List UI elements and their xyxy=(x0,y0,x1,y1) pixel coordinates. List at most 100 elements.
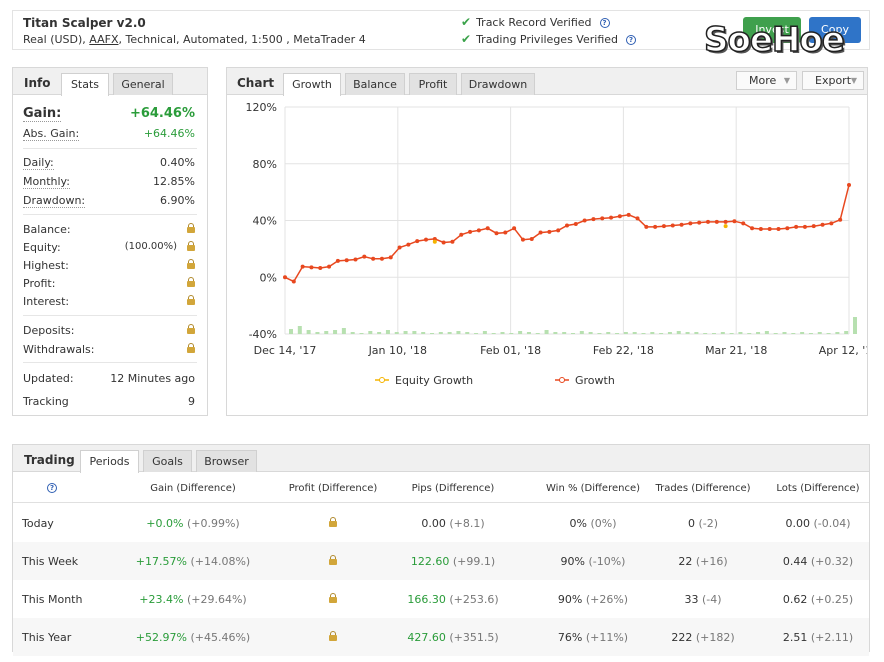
more-dropdown[interactable]: More ▼ xyxy=(736,71,797,90)
cell-win: 90% (-10%) xyxy=(523,555,663,568)
growth-point xyxy=(547,229,552,234)
gain-value: +17.57% xyxy=(135,555,187,568)
table-row: This Week +17.57% (+14.08%) 122.60 (+99.1)… xyxy=(13,542,869,580)
volume-bar xyxy=(764,331,769,334)
growth-point xyxy=(415,239,420,244)
volume-bar xyxy=(377,332,382,334)
volume-bar xyxy=(359,333,364,334)
volume-bar xyxy=(465,332,470,334)
system-subtitle: Real (USD), AAFX, Technical, Automated, … xyxy=(23,33,366,46)
divider xyxy=(23,362,197,363)
tab-profit[interactable]: Profit xyxy=(409,73,457,95)
updated-value: 12 Minutes ago xyxy=(110,372,195,385)
volume-bar xyxy=(456,331,461,334)
volume-bar xyxy=(835,332,840,334)
win-diff: (0%) xyxy=(586,517,617,530)
info-tabbar: Info Stats General xyxy=(13,68,207,96)
cell-win: 90% (+26%) xyxy=(523,593,663,606)
volume-bar xyxy=(333,330,338,334)
cell-gain: +17.57% (+14.08%) xyxy=(123,555,263,568)
volume-bar xyxy=(306,330,311,334)
cell-trades: 0 (-2) xyxy=(633,517,773,530)
growth-point xyxy=(688,221,693,226)
cell-gain: +52.97% (+45.46%) xyxy=(123,631,263,644)
gain-diff: (+45.46%) xyxy=(186,631,251,644)
tab-general[interactable]: General xyxy=(113,73,173,95)
pips-diff: (+99.1) xyxy=(449,555,496,568)
invest-button[interactable]: Invest xyxy=(743,17,801,43)
subtitle-prefix: Real (USD), xyxy=(23,33,90,46)
gain-diff: (+14.08%) xyxy=(186,555,251,568)
help-icon[interactable]: ? xyxy=(599,18,610,28)
tab-periods[interactable]: Periods xyxy=(80,450,139,473)
system-title: Titan Scalper v2.0 xyxy=(23,16,146,30)
volume-bar xyxy=(535,333,540,334)
x-tick-label: Dec 14, '17 xyxy=(254,344,317,357)
volume-bar xyxy=(623,332,628,334)
export-dropdown[interactable]: Export ▼ xyxy=(802,71,864,90)
broker-link[interactable]: AAFX xyxy=(89,33,119,46)
period-label: Today xyxy=(22,517,54,530)
table-row: Today +0.0% (+0.99%) 0.00 (+8.1) 0% (0%) 0 (… xyxy=(13,504,869,542)
period-label: This Month xyxy=(22,593,83,606)
volume-bar xyxy=(341,328,346,334)
check-icon: ✔ xyxy=(461,32,472,46)
volume-bar xyxy=(526,332,531,334)
track-record-verified: ✔ Track Record Verified? xyxy=(461,15,610,29)
period-label: This Year xyxy=(22,631,72,644)
cell-profit xyxy=(263,555,403,568)
growth-point xyxy=(406,242,411,247)
cell-trades: 22 (+16) xyxy=(633,555,773,568)
tracking-value[interactable]: 9 xyxy=(188,395,195,408)
chevron-down-icon: ▼ xyxy=(783,76,790,85)
lots-value: 2.51 xyxy=(782,631,808,644)
tab-growth[interactable]: Growth xyxy=(283,73,341,96)
lots-value: 0.62 xyxy=(782,593,808,606)
copy-button[interactable]: Copy xyxy=(809,17,861,43)
growth-point xyxy=(441,240,446,245)
growth-point xyxy=(697,220,702,225)
lock-icon xyxy=(329,631,337,641)
tab-drawdown[interactable]: Drawdown xyxy=(461,73,535,95)
info-panel: Info Stats General Gain: +64.46% Abs. Ga… xyxy=(12,67,208,416)
gain-row: Gain: +64.46% xyxy=(23,106,195,124)
highest-label: Highest: xyxy=(23,259,69,272)
cell-pips: 166.30 (+253.6) xyxy=(383,593,523,606)
growth-point xyxy=(661,224,666,229)
tab-browser[interactable]: Browser xyxy=(196,450,257,472)
help-icon[interactable]: ? xyxy=(626,35,636,45)
volume-bar xyxy=(615,333,620,334)
cell-lots: 0.00 (-0.04) xyxy=(748,517,884,530)
lock-icon xyxy=(187,343,195,356)
trades-diff: (-4) xyxy=(698,593,722,606)
volume-bar xyxy=(421,332,426,334)
trades-diff: (+182) xyxy=(692,631,735,644)
cell-win: 76% (+11%) xyxy=(523,631,663,644)
legend-growth-marker xyxy=(559,377,565,383)
x-tick-label: Jan 10, '18 xyxy=(368,344,427,357)
tab-balance[interactable]: Balance xyxy=(345,73,405,95)
volume-bar xyxy=(632,332,637,334)
volume-bar xyxy=(438,332,443,334)
volume-bar xyxy=(403,331,408,334)
equity-point xyxy=(432,239,437,244)
volume-bar xyxy=(729,333,734,334)
trades-value: 0 xyxy=(687,517,695,530)
volume-bar xyxy=(579,331,584,334)
volume-bar xyxy=(650,332,655,334)
growth-chart: 120% 80% 40% 0% -40% Dec 14, '17 Jan 10, '18 Fe… xyxy=(246,101,867,387)
volume-bar xyxy=(756,332,761,334)
lock-icon xyxy=(187,324,195,337)
tab-goals[interactable]: Goals xyxy=(143,450,192,472)
cell-trades: 33 (-4) xyxy=(633,593,773,606)
win-value: 0% xyxy=(569,517,587,530)
growth-point xyxy=(335,258,340,263)
tab-stats[interactable]: Stats xyxy=(61,73,109,96)
growth-point xyxy=(494,231,499,236)
growth-point xyxy=(758,227,763,232)
help-icon[interactable]: ? xyxy=(47,483,57,493)
trading-title: Trading xyxy=(24,453,75,467)
legend-growth-label: Growth xyxy=(575,374,615,387)
growth-point xyxy=(485,226,490,231)
growth-point xyxy=(565,223,569,228)
